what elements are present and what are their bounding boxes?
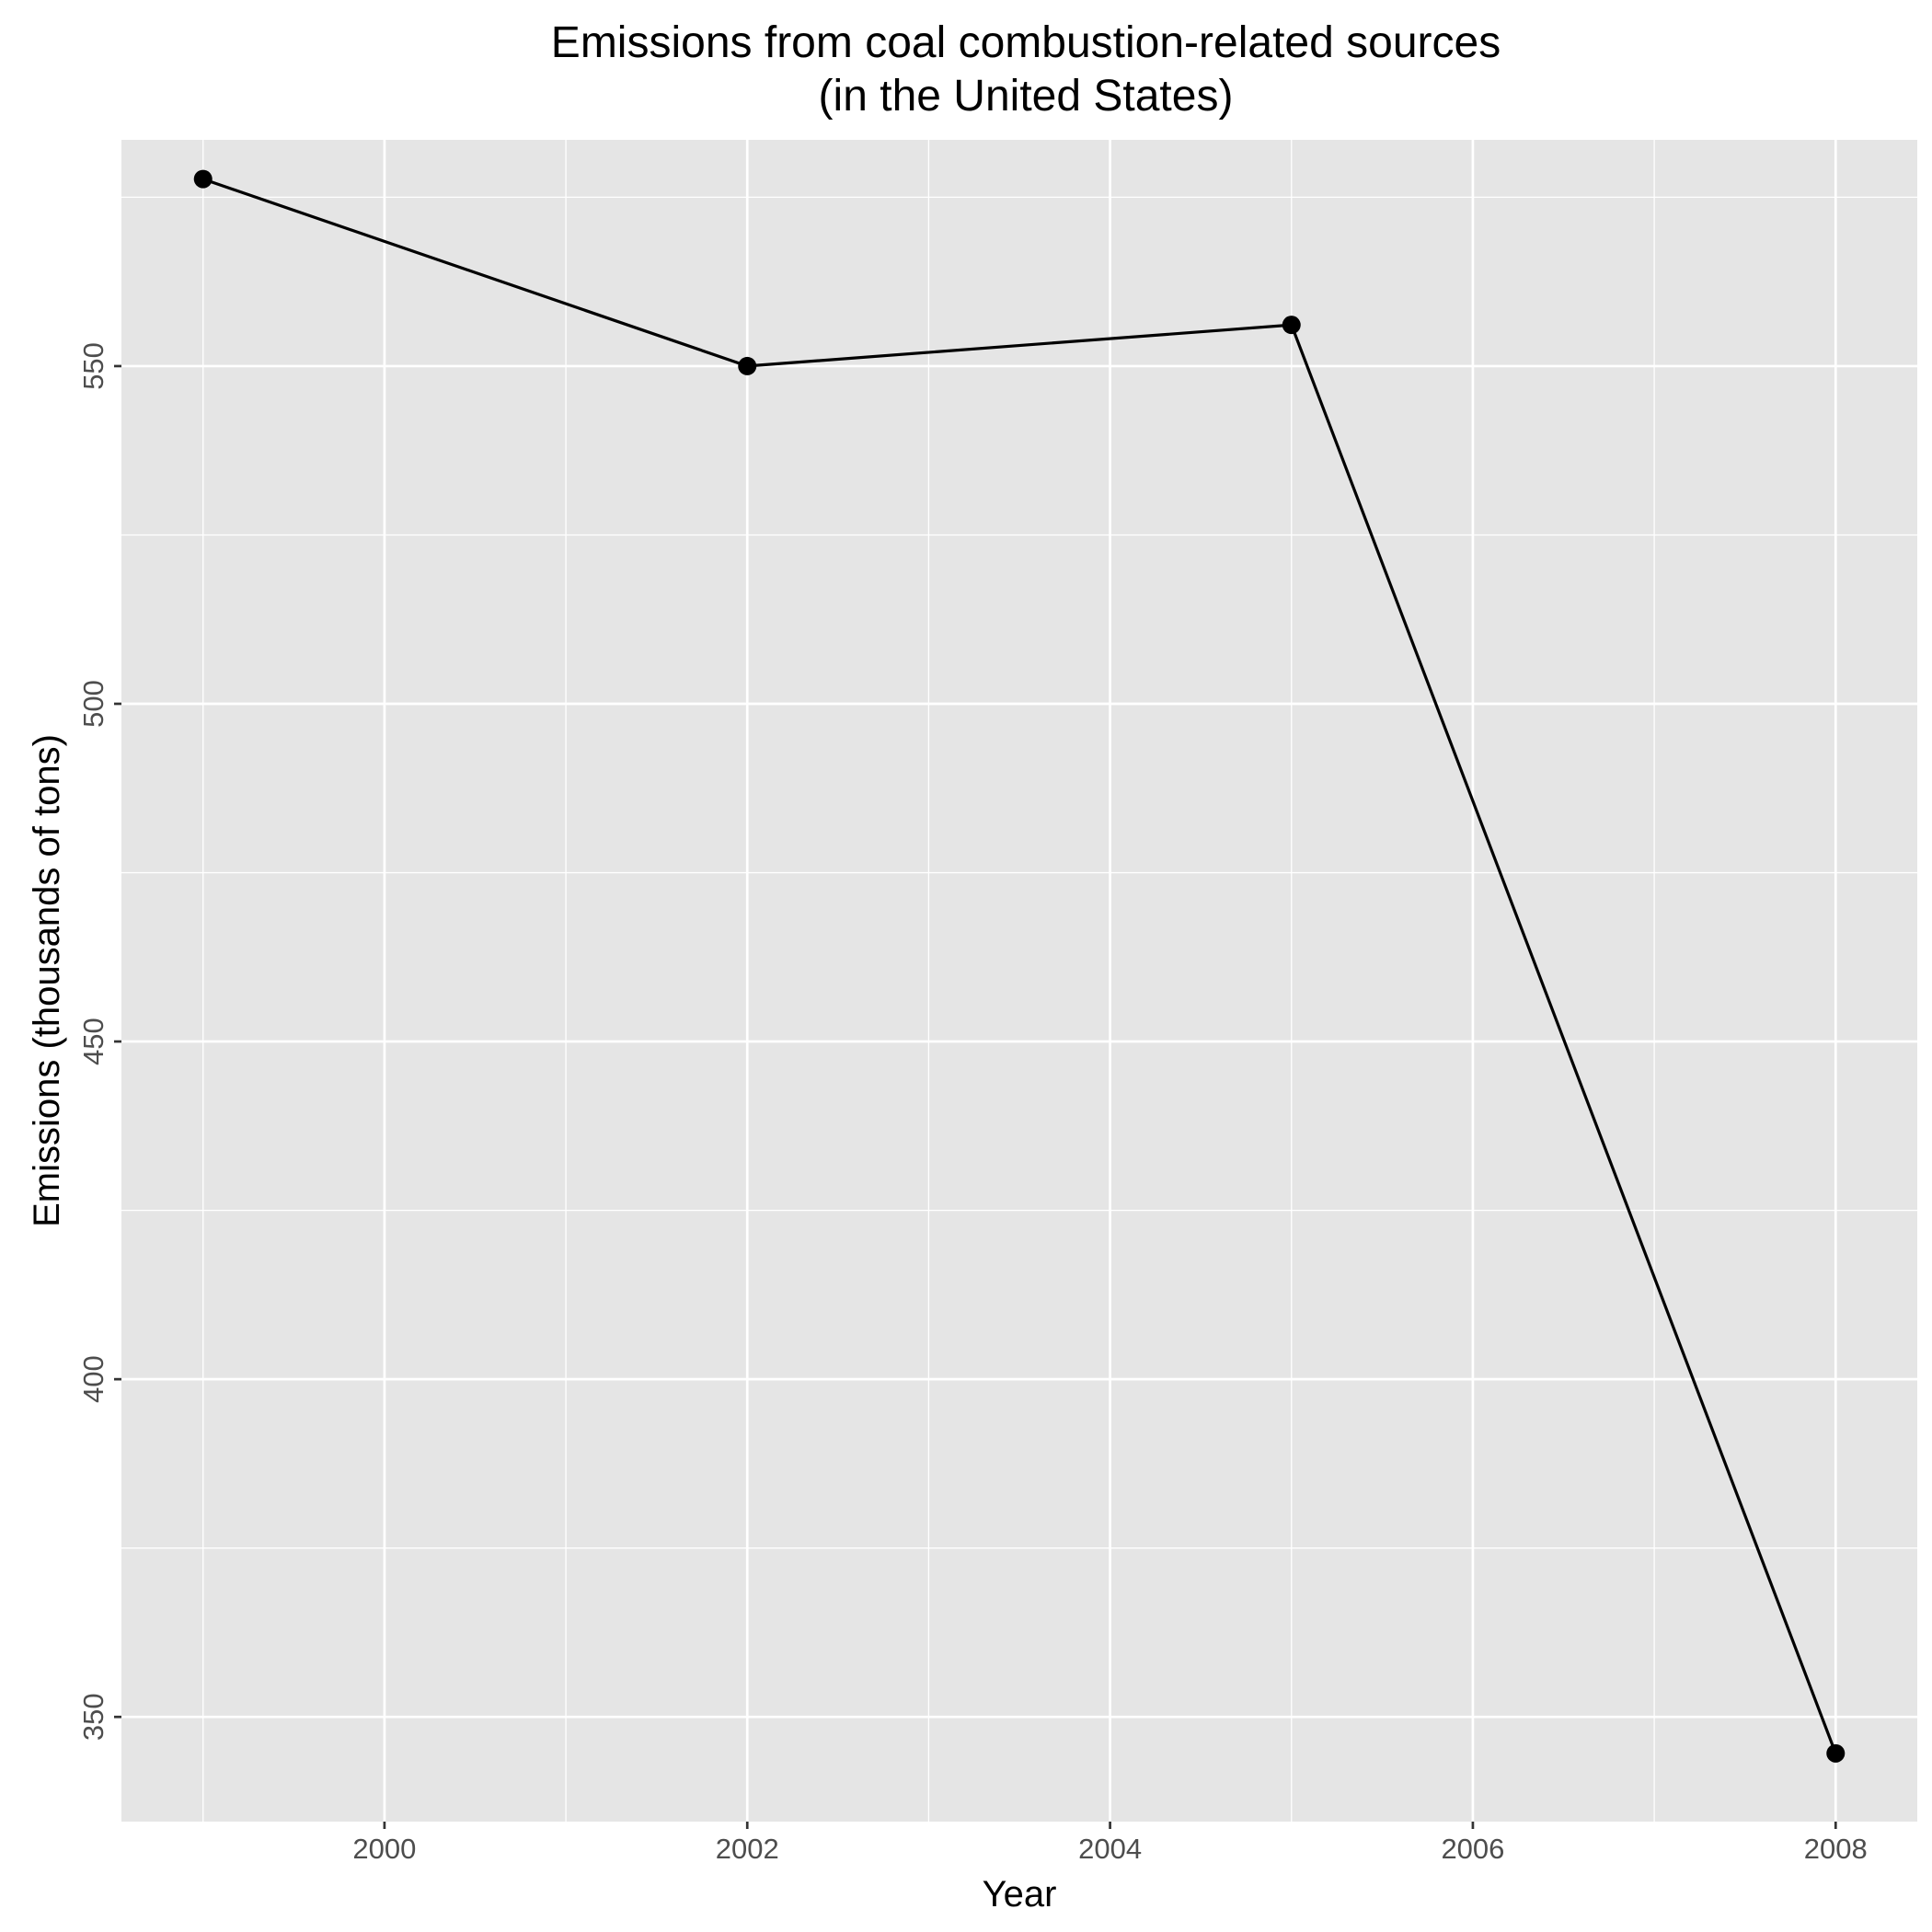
chart-title-line-2: (in the United States)	[819, 72, 1234, 121]
chart-title-line-1: Emissions from coal combustion-related s…	[551, 18, 1501, 67]
y-tick-label: 450	[77, 1018, 109, 1065]
y-tick-label: 400	[77, 1355, 109, 1403]
x-tick-label: 2008	[1804, 1833, 1868, 1865]
y-tick-label: 500	[77, 680, 109, 728]
grid-minor	[121, 140, 1917, 1822]
grid-major	[121, 140, 1917, 1822]
y-tick-label: 350	[77, 1693, 109, 1741]
data-point	[1826, 1743, 1846, 1763]
y-axis: 350 400 450 500 550	[77, 342, 121, 1741]
x-axis: 2000 2002 2004 2006 2008	[352, 1822, 1868, 1865]
data-point	[193, 169, 213, 189]
x-tick-label: 2006	[1441, 1833, 1504, 1865]
series-line	[202, 178, 1837, 1754]
series-layer	[193, 169, 1846, 1763]
x-tick-label: 2004	[1078, 1833, 1142, 1865]
x-tick-label: 2002	[716, 1833, 779, 1865]
y-axis-title: Emissions (thousands of tons)	[27, 734, 67, 1227]
x-axis-title: Year	[983, 1874, 1057, 1915]
data-point	[738, 356, 757, 375]
data-point	[1282, 316, 1301, 335]
y-tick-label: 550	[77, 342, 109, 390]
plot-panel	[121, 140, 1917, 1822]
x-tick-label: 2000	[352, 1833, 416, 1865]
